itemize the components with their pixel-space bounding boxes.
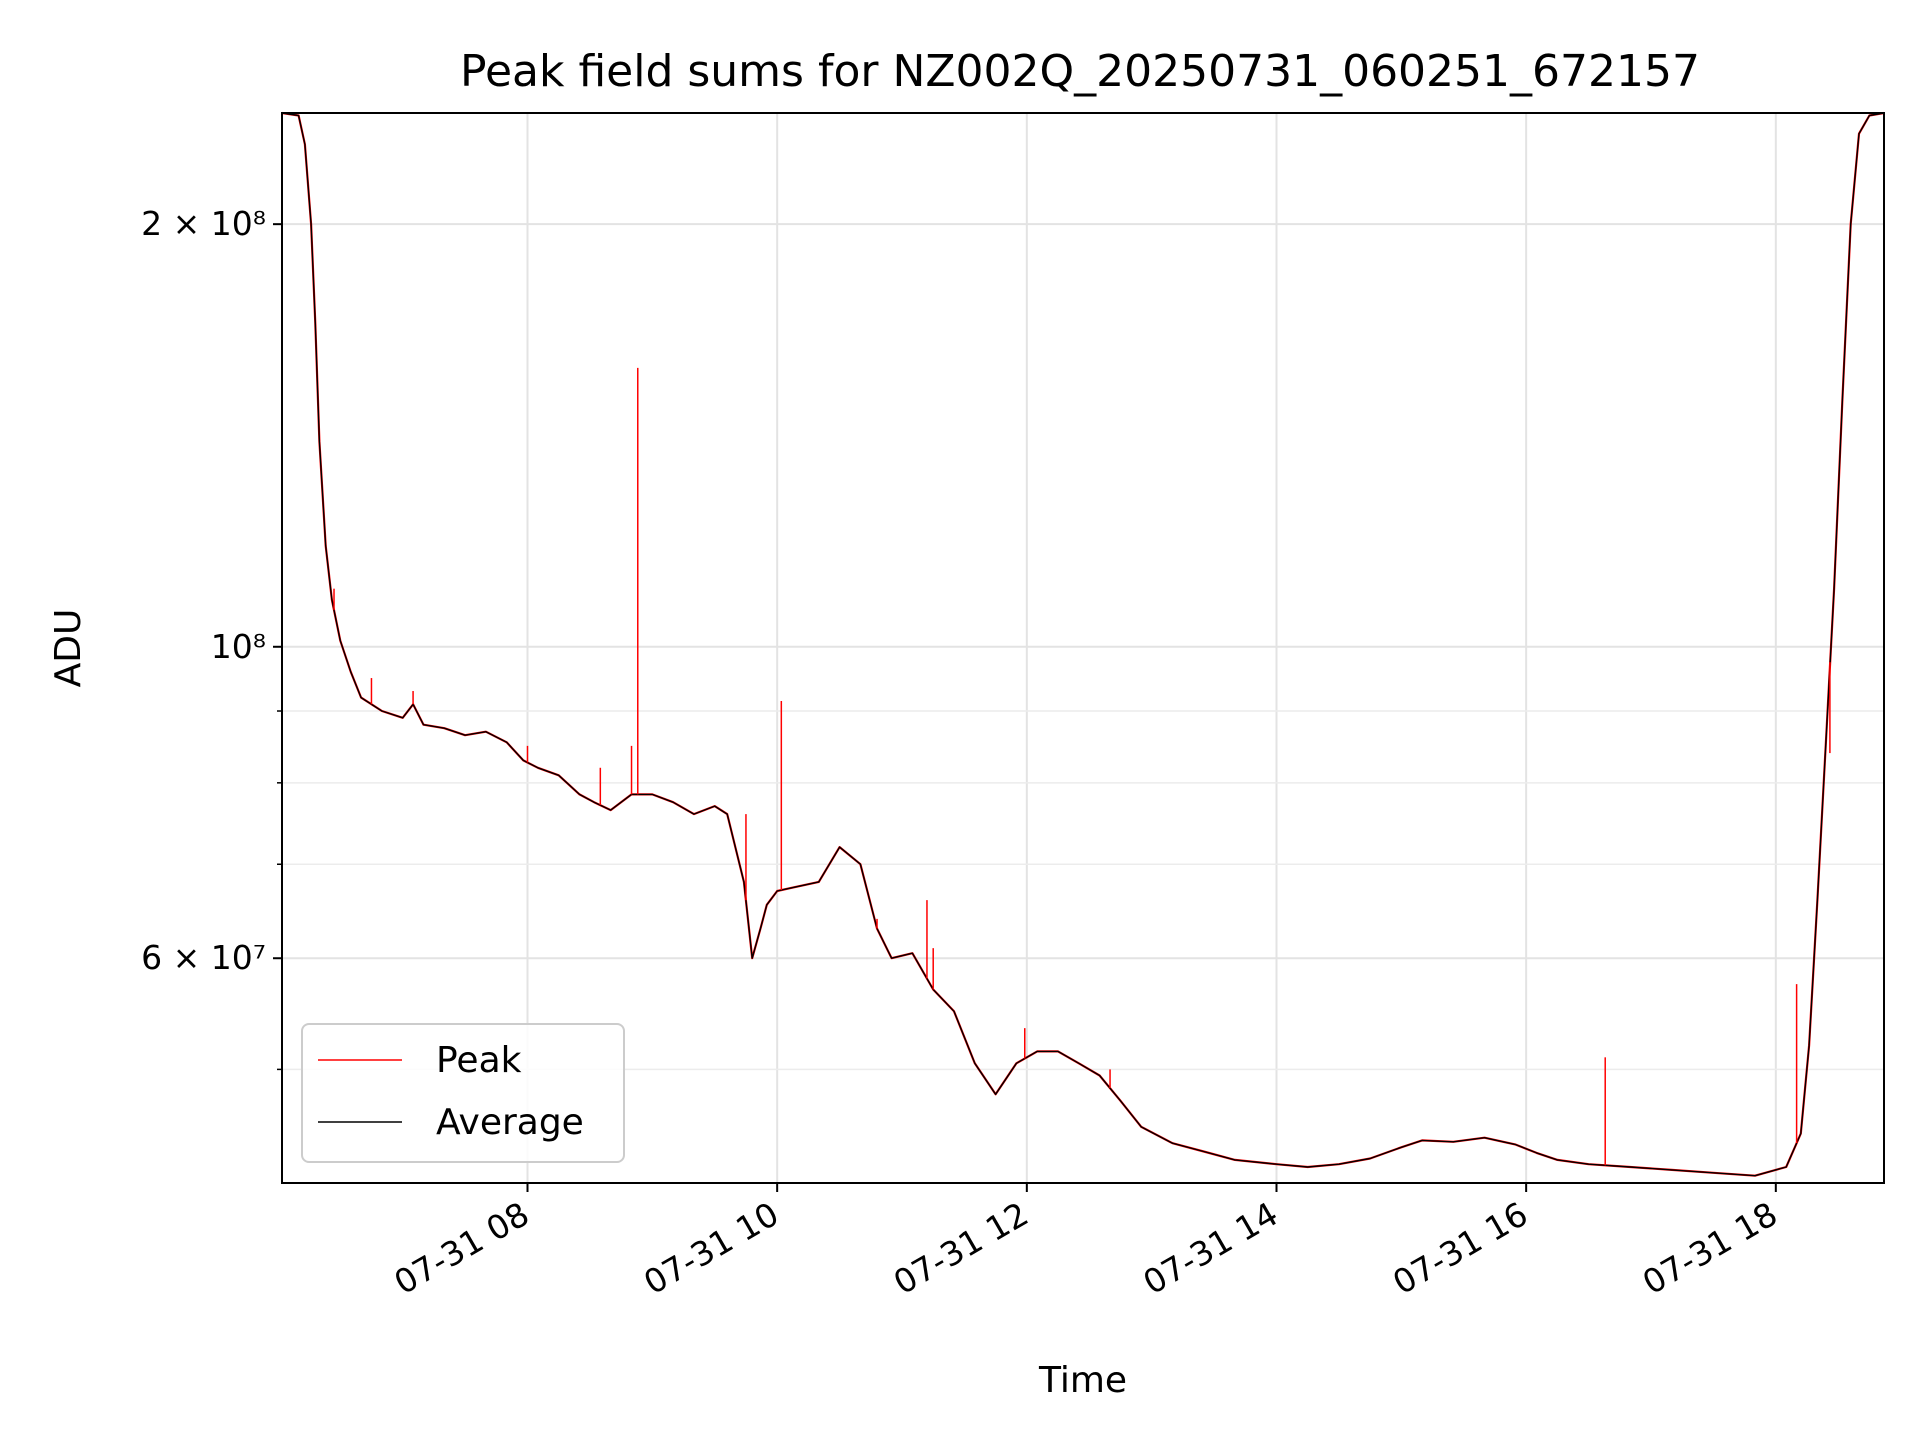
y-axis: 2 × 10⁸ 10⁸ 6 × 10⁷ [141, 204, 282, 1071]
legend-peak-label: Peak [436, 1040, 522, 1081]
legend-box [301, 1023, 625, 1163]
y-tick-label: 10⁸ [211, 627, 266, 666]
y-tick-label: 2 × 10⁸ [141, 204, 266, 243]
y-axis-label: ADU [48, 609, 89, 688]
grid [282, 113, 1884, 1183]
average-series-line [281, 112, 1885, 1177]
plot-area [281, 111, 1885, 1177]
axes-frame [281, 112, 1885, 1184]
legend: Peak Average [301, 1023, 625, 1163]
x-axis-label: Time [1038, 1360, 1127, 1401]
y-tick-label: 6 × 10⁷ [141, 938, 266, 977]
legend-average-label: Average [436, 1102, 584, 1143]
chart-title: Peak field sums for NZ002Q_20250731_0602… [460, 46, 1700, 97]
